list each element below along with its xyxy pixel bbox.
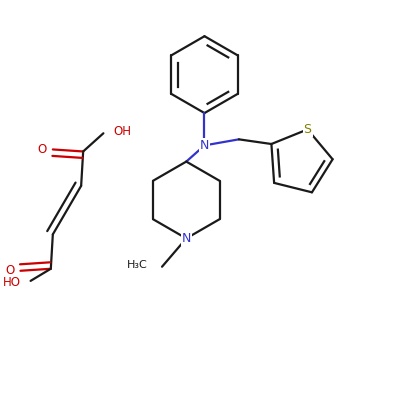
- Text: O: O: [5, 264, 14, 277]
- Text: HO: HO: [2, 276, 20, 290]
- Text: H₃C: H₃C: [127, 260, 148, 270]
- Text: S: S: [304, 123, 312, 136]
- Text: OH: OH: [114, 125, 132, 138]
- Text: O: O: [38, 143, 47, 156]
- Text: N: N: [182, 232, 191, 245]
- Text: N: N: [200, 139, 209, 152]
